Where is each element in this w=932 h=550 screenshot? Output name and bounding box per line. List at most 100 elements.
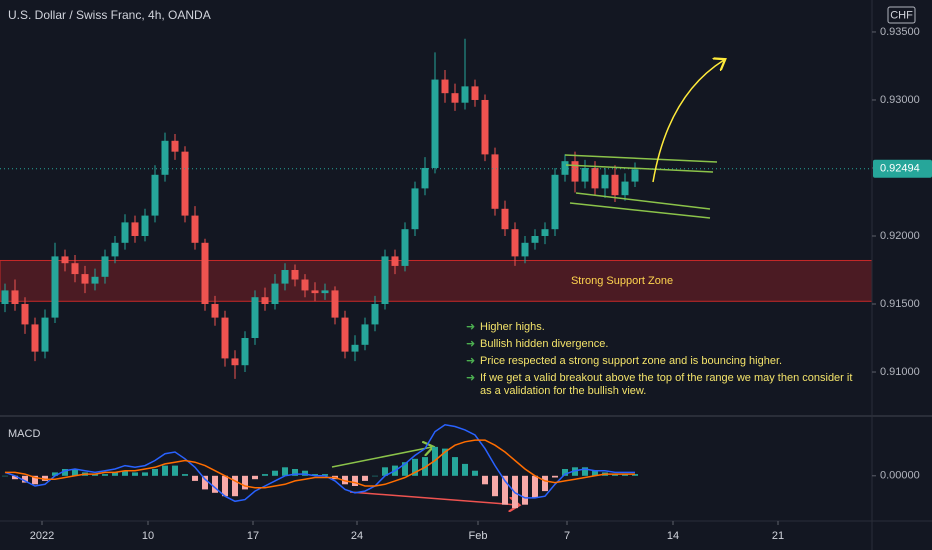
x-tick-label: 24 (351, 530, 363, 542)
histogram-bar (302, 470, 308, 476)
histogram-bar (142, 472, 148, 476)
candle-body (61, 256, 69, 264)
candle-body (561, 161, 569, 175)
histogram-bar (172, 465, 178, 476)
y-tick-label: 0.91500 (880, 298, 920, 310)
histogram-bar (572, 467, 578, 476)
histogram-bar (232, 475, 238, 497)
candle-body (451, 93, 459, 103)
histogram-bar (262, 474, 268, 476)
bullish-arrow (652, 60, 724, 183)
candle-body (191, 215, 199, 243)
candle-body (101, 256, 109, 277)
candle-body (391, 256, 399, 266)
histogram-bar (462, 463, 468, 476)
currency-box (887, 6, 916, 24)
histogram-bar (292, 469, 298, 476)
divergence-arrow (349, 491, 518, 505)
histogram-bar (22, 475, 28, 483)
candle-body (631, 169, 639, 182)
notes: ➜ Higher highs. ➜ Bullish hidden divergence… (466, 321, 866, 402)
candle-body (511, 229, 519, 257)
candle-body (141, 215, 149, 236)
chart-title: U.S. Dollar / Swiss Franc, 4h, OANDA (8, 8, 211, 22)
candle-body (111, 242, 119, 257)
note-bullet: ➜ (466, 355, 476, 367)
histogram-bar (582, 467, 588, 476)
histogram-bar (252, 475, 258, 480)
histogram-bar (32, 475, 38, 485)
note: ➜ Higher highs. (466, 321, 866, 334)
macd-line (5, 439, 635, 489)
histogram-bar (402, 462, 408, 476)
histogram-bar (352, 475, 358, 486)
x-tick-label: 10 (142, 530, 154, 542)
candle-body (481, 99, 489, 155)
histogram-bar (102, 474, 108, 476)
candle-body (281, 270, 289, 284)
candle-body (261, 297, 269, 305)
candle-body (471, 86, 479, 100)
candle-body (121, 222, 129, 243)
candle-body (171, 140, 179, 152)
candle-body (51, 256, 59, 318)
x-tick-label: 21 (772, 530, 784, 542)
histogram-bar (122, 470, 128, 476)
histogram-bar (412, 458, 418, 476)
histogram-bar (322, 474, 328, 476)
y-tick-label: 0.92000 (880, 230, 920, 242)
histogram-bar (472, 470, 478, 476)
histogram-bar (622, 474, 628, 476)
candle-body (621, 181, 629, 196)
histogram-bar (62, 469, 68, 476)
note: ➜ Price respected a strong support zone a… (466, 355, 866, 368)
histogram-bar (192, 475, 198, 481)
histogram-bar (562, 469, 568, 476)
note-bullet: ➜ (466, 338, 476, 350)
candle-body (201, 242, 209, 305)
x-tick-label: 2022 (30, 530, 54, 542)
histogram-bar (112, 472, 118, 476)
x-tick-label: 7 (564, 530, 570, 542)
histogram-bar (372, 475, 378, 477)
candle-body (311, 290, 319, 294)
candle-body (501, 208, 509, 230)
histogram-bar (502, 475, 508, 505)
candle-body (291, 270, 299, 280)
histogram-bar (542, 475, 548, 492)
candle-body (571, 161, 579, 182)
histogram-bar (152, 469, 158, 476)
candle-body (611, 174, 619, 196)
histogram-bar (362, 475, 368, 481)
histogram-bar (72, 469, 78, 476)
note-text: Bullish hidden divergence. (480, 338, 609, 350)
candle-body (361, 324, 369, 345)
last-price-box (873, 159, 932, 178)
candle-body (531, 235, 539, 243)
note-bullet: ➜ (466, 321, 476, 333)
candle-body (541, 229, 549, 236)
candle-body (341, 317, 349, 352)
candle-body (81, 274, 89, 284)
y-tick-label: 0.00000 (880, 470, 920, 482)
histogram-bar (92, 474, 98, 476)
candle-body (421, 167, 429, 189)
y-tick-label: 0.93000 (880, 94, 920, 106)
histogram-bar (522, 475, 528, 505)
candle-body (381, 256, 389, 305)
histogram-bar (552, 475, 558, 478)
candle-body (371, 304, 379, 325)
candle-body (161, 140, 169, 175)
note-bullet: ➜ (466, 372, 476, 384)
candle-body (321, 290, 329, 294)
y-tick-label: 0.93500 (880, 26, 920, 38)
candle-body (251, 297, 259, 339)
candle-body (41, 317, 49, 352)
candle-body (551, 174, 559, 230)
candle-body (461, 86, 469, 103)
histogram-bar (632, 474, 638, 476)
note: ➜ Bullish hidden divergence. (466, 338, 866, 351)
channel-line (569, 202, 711, 219)
candle-body (91, 276, 99, 284)
